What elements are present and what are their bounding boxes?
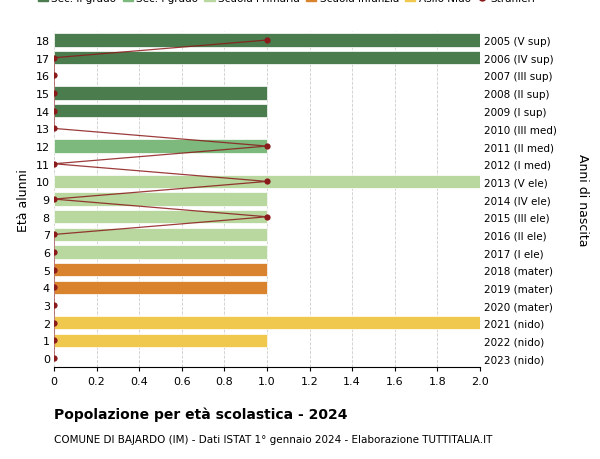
Bar xyxy=(54,317,480,330)
Bar xyxy=(54,263,267,277)
Bar xyxy=(54,246,267,259)
Bar xyxy=(54,175,480,189)
Y-axis label: Età alunni: Età alunni xyxy=(17,168,30,231)
Bar xyxy=(54,228,267,241)
Text: Popolazione per età scolastica - 2024: Popolazione per età scolastica - 2024 xyxy=(54,406,347,421)
Bar xyxy=(54,211,267,224)
Bar xyxy=(54,193,267,206)
Text: COMUNE DI BAJARDO (IM) - Dati ISTAT 1° gennaio 2024 - Elaborazione TUTTITALIA.IT: COMUNE DI BAJARDO (IM) - Dati ISTAT 1° g… xyxy=(54,434,493,444)
Bar xyxy=(54,334,267,347)
Bar xyxy=(54,87,267,101)
Y-axis label: Anni di nascita: Anni di nascita xyxy=(577,153,589,246)
Bar xyxy=(54,105,267,118)
Bar xyxy=(54,281,267,295)
Bar xyxy=(54,140,267,153)
Bar xyxy=(54,34,480,48)
Bar xyxy=(54,52,480,65)
Legend: Sec. II grado, Sec. I grado, Scuola Primaria, Scuola Infanzia, Asilo Nido, Stran: Sec. II grado, Sec. I grado, Scuola Prim… xyxy=(38,0,535,4)
